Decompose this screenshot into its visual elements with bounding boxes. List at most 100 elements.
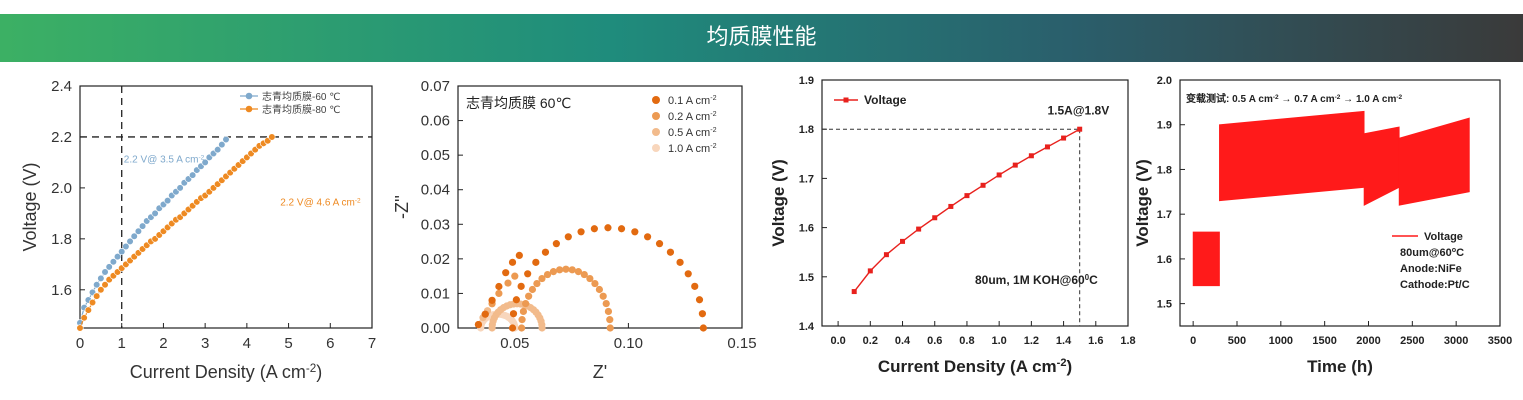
x-tick-label: 5 (284, 335, 292, 352)
note: Cathode:Pt/C (1400, 279, 1470, 291)
legend-label: 1.0 A cm-2 (668, 142, 717, 155)
data-point (698, 310, 707, 318)
data-point (631, 228, 639, 236)
x-axis-label: Z' (593, 362, 607, 382)
data-point (151, 209, 159, 217)
y-tick-label: 1.8 (51, 231, 72, 248)
y-tick-label: 0.02 (421, 251, 450, 268)
data-point (591, 279, 599, 288)
data-point (543, 270, 552, 279)
data-point (189, 171, 197, 179)
data-point (88, 298, 97, 307)
data-point (495, 282, 503, 291)
x-tick-label: 3000 (1444, 335, 1468, 347)
x-tick-label: 500 (1228, 335, 1246, 347)
y-tick-label: 2.0 (1157, 75, 1172, 87)
legend-marker (843, 97, 849, 103)
data-point (676, 258, 684, 266)
data-point (222, 135, 230, 144)
y-tick-label: 1.6 (51, 282, 72, 299)
data-point (691, 282, 699, 290)
legend-marker (245, 105, 253, 113)
data-point (176, 184, 184, 192)
x-tick-label: 0.10 (614, 335, 643, 352)
data-point (538, 324, 546, 332)
data-point (218, 140, 226, 149)
header-banner: 均质膜性能 (0, 14, 1523, 62)
x-tick-label: 2000 (1356, 335, 1380, 347)
x-axis-label: Current Density (A cm-2) (878, 357, 1072, 376)
x-tick-label: 0.0 (830, 335, 845, 347)
y-tick-label: 1.7 (1157, 209, 1172, 221)
data-point (606, 316, 614, 324)
y-tick-label: 1.5 (799, 272, 814, 284)
data-point (515, 251, 523, 259)
data-point (574, 268, 583, 276)
page-title: 均质膜性能 (706, 25, 817, 50)
x-axis-label: Current Density (A cm-2) (130, 362, 322, 383)
y-axis-label: -Z'' (392, 195, 412, 219)
data-point (606, 324, 614, 332)
data-point (684, 270, 692, 278)
y-tick-label: 1.6 (1157, 254, 1172, 266)
data-point (595, 285, 604, 294)
data-point (164, 197, 172, 205)
plot-frame (79, 85, 373, 329)
x-tick-label: 4 (243, 335, 251, 352)
data-point (97, 286, 105, 294)
voltage-band (1192, 231, 1220, 287)
y-tick-label: 1.5 (1157, 299, 1172, 311)
x-tick-label: 0 (76, 335, 84, 352)
data-point (1028, 153, 1034, 159)
x-tick-label: 1.8 (1120, 335, 1135, 347)
data-point (105, 263, 113, 271)
x-tick-label: 0.8 (959, 335, 974, 347)
data-point (980, 182, 986, 188)
legend-marker (652, 128, 660, 136)
data-point (101, 281, 109, 289)
data-point (643, 233, 652, 241)
voltage-band (1398, 117, 1470, 206)
data-point (518, 324, 526, 332)
x-tick-label: 0 (1190, 335, 1196, 347)
data-point (532, 258, 540, 266)
legend-marker (652, 112, 660, 120)
data-point (495, 289, 503, 298)
legend-marker (652, 144, 660, 152)
y-tick-label: 1.4 (799, 321, 815, 333)
data-point (519, 307, 528, 316)
data-point (604, 307, 613, 316)
data-point (851, 289, 857, 295)
y-axis-label: Voltage (V) (1133, 159, 1152, 247)
y-axis-label: Voltage (V) (20, 162, 40, 251)
data-point (577, 228, 585, 236)
data-point (695, 296, 704, 304)
data-point (599, 292, 607, 300)
data-point (580, 270, 588, 279)
data-point (867, 268, 873, 274)
series-line (853, 128, 1081, 292)
note: 80um@60oC (1400, 246, 1464, 259)
data-point (900, 238, 906, 244)
legend-label: 0.5 A cm-2 (668, 126, 717, 139)
data-point (964, 193, 970, 199)
x-tick-label: 3 (201, 335, 209, 352)
y-axis-label: Voltage (V) (769, 159, 788, 247)
data-point (932, 215, 938, 221)
data-point (522, 299, 530, 308)
y-tick-label: 0.01 (421, 285, 450, 302)
x-tick-label: 6 (326, 335, 334, 352)
data-point (948, 203, 954, 209)
x-tick-label: 1 (118, 335, 126, 352)
data-point (512, 296, 520, 304)
data-point (1077, 126, 1083, 132)
y-tick-label: 0.00 (421, 320, 450, 337)
data-point (538, 274, 546, 283)
data-point (502, 269, 510, 277)
data-point (134, 227, 142, 235)
legend-label: Voltage (864, 93, 907, 107)
data-point (655, 240, 664, 248)
data-point (916, 226, 922, 232)
x-tick-label: 0.4 (895, 335, 911, 347)
annotation: 2.2 V@ 3.5 A cm-2 (124, 154, 205, 166)
